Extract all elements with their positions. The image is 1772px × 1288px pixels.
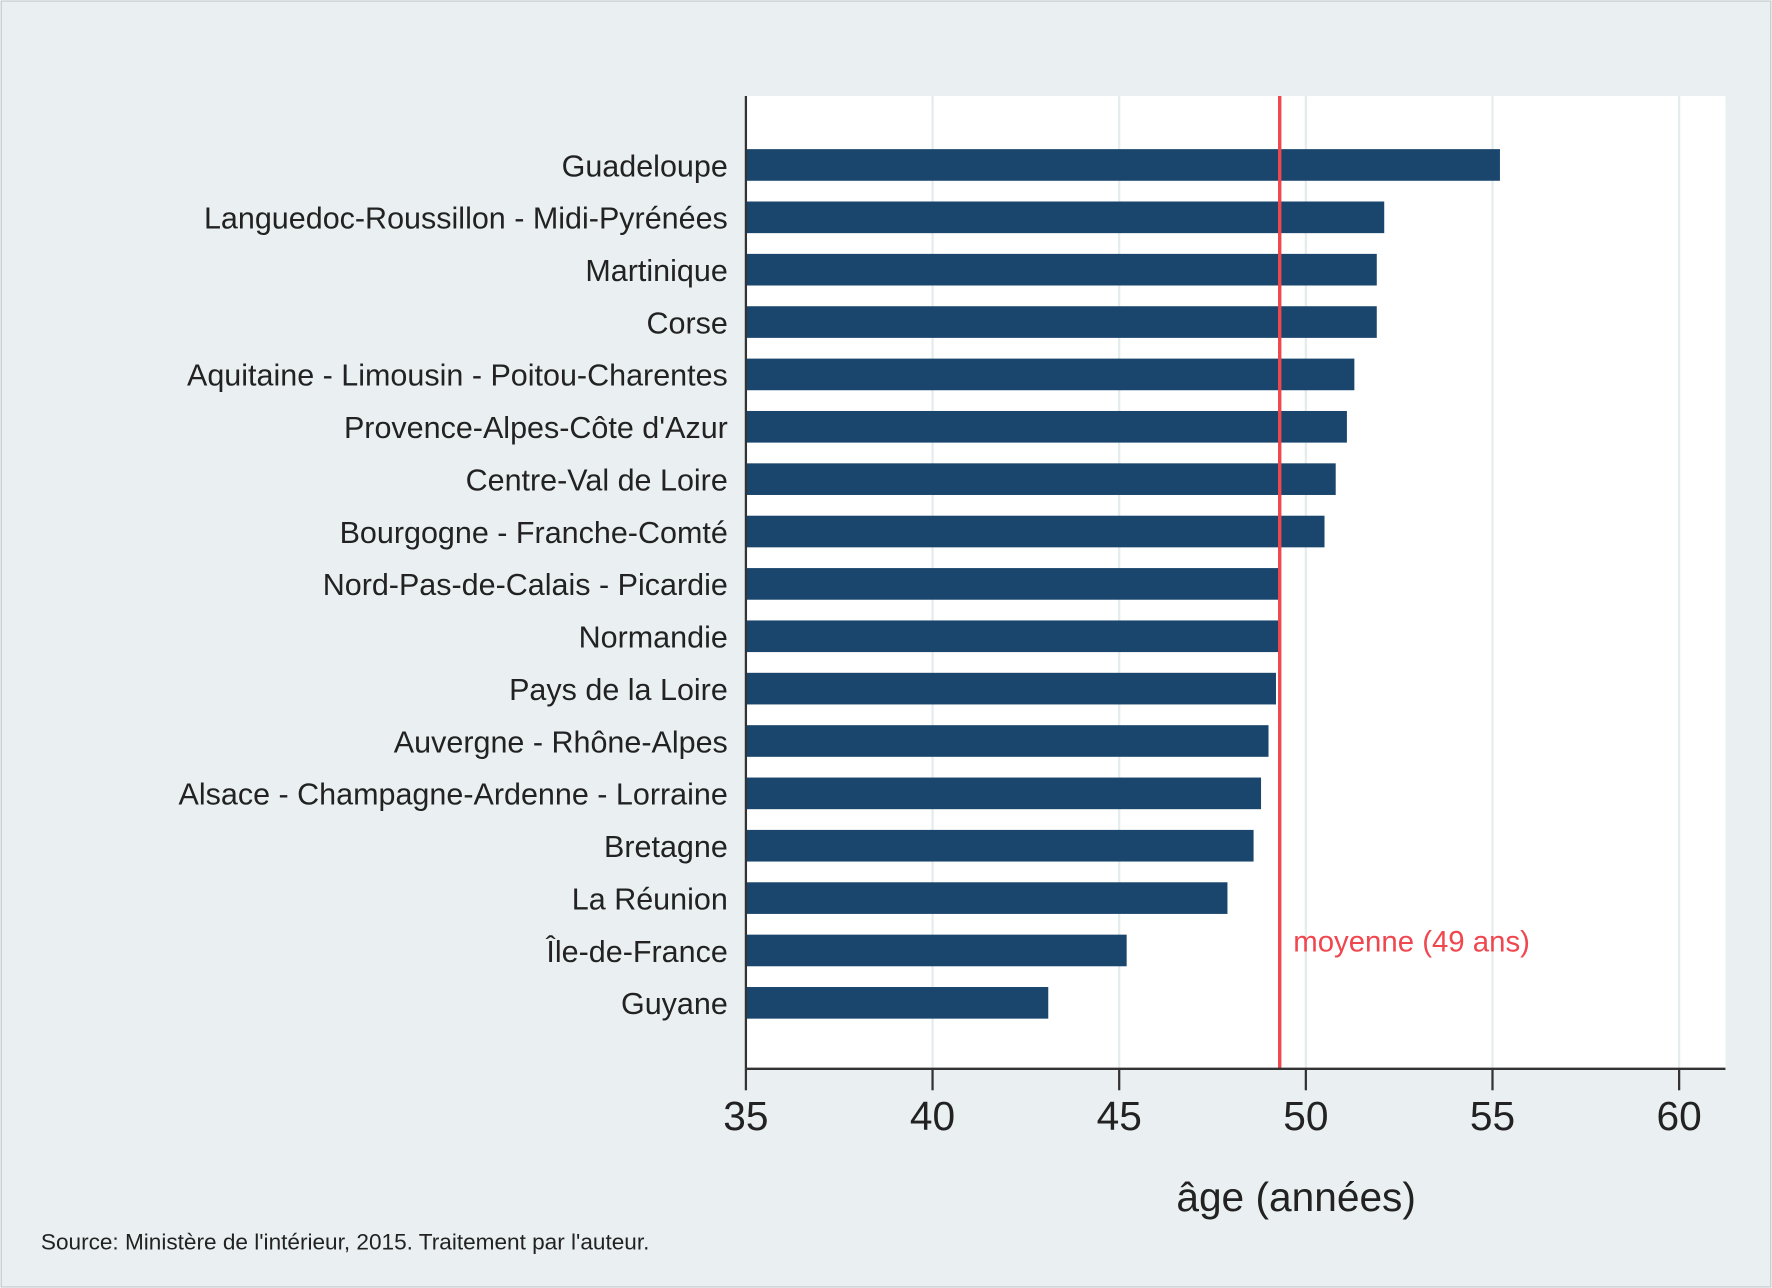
- bar-16: [745, 987, 1049, 1019]
- bar-8: [745, 568, 1280, 600]
- bar-13: [745, 829, 1254, 862]
- bars: [745, 149, 1500, 1019]
- mean-reference-label: moyenne (49 ans): [1293, 925, 1530, 958]
- category-label: Pays de la Loire: [509, 673, 728, 707]
- bar-9: [745, 620, 1280, 653]
- x-tick-label: 50: [1283, 1093, 1328, 1139]
- bar-10: [745, 672, 1276, 705]
- x-ticks: 35 40 45 50 55 60: [723, 1068, 1702, 1139]
- x-tick-label: 60: [1657, 1093, 1702, 1139]
- bar-15: [745, 934, 1127, 967]
- category-label: Nord-Pas-de-Calais - Picardie: [323, 568, 728, 602]
- category-label: Guadeloupe: [562, 149, 728, 183]
- x-axis-label: âge (années): [1176, 1174, 1416, 1220]
- category-label: Normandie: [579, 621, 728, 655]
- bar-5: [745, 410, 1347, 443]
- category-label: Languedoc-Roussillon - Midi-Pyrénées: [204, 202, 728, 236]
- category-label: Corse: [646, 306, 727, 340]
- x-tick-label: 35: [723, 1093, 768, 1139]
- bar-2: [745, 253, 1377, 286]
- bar-3: [745, 306, 1377, 338]
- category-label: Bourgogne - Franche-Comté: [340, 516, 728, 550]
- x-tick-label: 40: [910, 1093, 955, 1139]
- category-labels: Guadeloupe Languedoc-Roussillon - Midi-Py…: [179, 149, 728, 1021]
- bar-7: [745, 515, 1325, 548]
- category-label: Île-de-France: [545, 934, 727, 969]
- category-label: La Réunion: [572, 882, 728, 916]
- x-tick-label: 55: [1470, 1093, 1515, 1139]
- category-label: Alsace - Champagne-Ardenne - Lorraine: [179, 778, 728, 812]
- bar-1: [745, 201, 1385, 234]
- bar-0: [745, 149, 1500, 181]
- source-note: Source: Ministère de l'intérieur, 2015. …: [41, 1230, 650, 1255]
- bar-4: [745, 358, 1355, 391]
- category-label: Guyane: [621, 987, 728, 1021]
- bar-11: [745, 725, 1269, 757]
- category-label: Centre-Val de Loire: [466, 463, 728, 497]
- category-label: Aquitaine - Limousin - Poitou-Charentes: [187, 359, 728, 393]
- category-label: Provence-Alpes-Côte d'Azur: [344, 411, 728, 445]
- category-label: Bretagne: [604, 830, 728, 864]
- x-tick-label: 45: [1097, 1093, 1142, 1139]
- category-label: Martinique: [585, 254, 727, 288]
- category-label: Auvergne - Rhône-Alpes: [394, 725, 728, 759]
- bar-14: [745, 882, 1228, 914]
- bar-6: [745, 463, 1336, 495]
- bar-12: [745, 777, 1262, 810]
